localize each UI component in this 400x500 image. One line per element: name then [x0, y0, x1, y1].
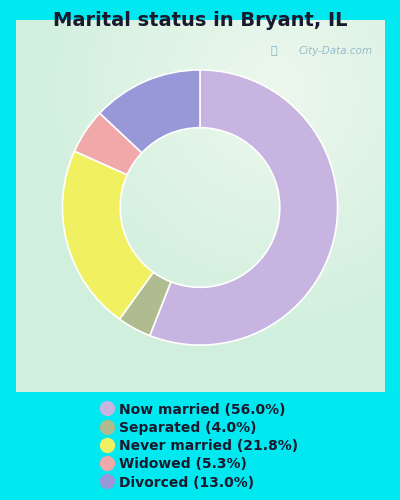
Wedge shape: [120, 272, 171, 336]
Wedge shape: [150, 70, 338, 345]
Wedge shape: [62, 151, 153, 319]
Text: Marital status in Bryant, IL: Marital status in Bryant, IL: [53, 12, 347, 30]
Wedge shape: [74, 113, 142, 175]
Text: City-Data.com: City-Data.com: [299, 46, 373, 56]
Legend: Now married (56.0%), Separated (4.0%), Never married (21.8%), Widowed (5.3%), Di: Now married (56.0%), Separated (4.0%), N…: [96, 398, 304, 495]
Text: ⦾: ⦾: [271, 46, 277, 56]
Wedge shape: [100, 70, 200, 153]
